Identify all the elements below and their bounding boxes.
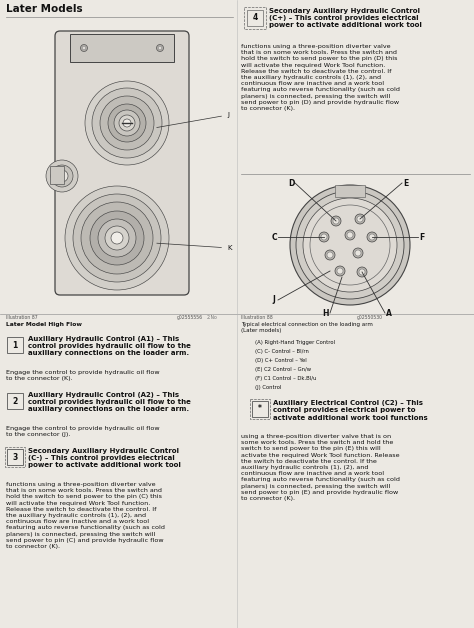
Bar xyxy=(50,166,64,184)
Circle shape xyxy=(85,81,169,165)
Circle shape xyxy=(345,230,355,240)
Circle shape xyxy=(353,248,363,258)
Text: H: H xyxy=(323,308,329,318)
Circle shape xyxy=(123,119,131,127)
Text: F: F xyxy=(419,232,425,242)
Circle shape xyxy=(100,96,154,150)
Circle shape xyxy=(111,232,123,244)
Text: Auxiliary Hydraulic Control (A2) – This
control provides hydraulic oil flow to t: Auxiliary Hydraulic Control (A2) – This … xyxy=(28,392,191,413)
Text: E: E xyxy=(403,178,409,188)
Text: 3: 3 xyxy=(12,453,18,462)
Text: 4: 4 xyxy=(252,13,258,23)
Circle shape xyxy=(319,232,329,242)
Circle shape xyxy=(290,185,410,305)
Text: 2: 2 xyxy=(12,396,18,406)
Circle shape xyxy=(347,232,353,238)
Circle shape xyxy=(51,165,73,187)
Circle shape xyxy=(156,45,164,51)
Text: (E) C2 Control – Gn/w: (E) C2 Control – Gn/w xyxy=(255,367,311,372)
Circle shape xyxy=(359,269,365,275)
Text: Later Models: Later Models xyxy=(6,4,82,14)
FancyBboxPatch shape xyxy=(55,31,189,295)
Text: J: J xyxy=(273,296,275,305)
FancyBboxPatch shape xyxy=(252,401,268,417)
Circle shape xyxy=(119,115,135,131)
Circle shape xyxy=(369,234,375,240)
Text: J: J xyxy=(157,112,229,127)
Circle shape xyxy=(81,202,153,274)
Text: Typical electrical connection on the loading arm
(Later models): Typical electrical connection on the loa… xyxy=(241,322,373,333)
Text: functions using a three-position diverter valve
that is on some work tools. Pres: functions using a three-position diverte… xyxy=(6,482,165,549)
Circle shape xyxy=(367,232,377,242)
FancyBboxPatch shape xyxy=(7,393,23,409)
Circle shape xyxy=(46,160,78,192)
Circle shape xyxy=(108,104,146,142)
Circle shape xyxy=(327,252,333,258)
Text: Secondary Auxiliary Hydraulic Control
(C+) – This control provides electrical
po: Secondary Auxiliary Hydraulic Control (C… xyxy=(269,8,422,28)
FancyBboxPatch shape xyxy=(70,34,174,62)
Circle shape xyxy=(81,45,88,51)
Circle shape xyxy=(105,226,129,250)
Circle shape xyxy=(114,110,140,136)
Circle shape xyxy=(335,266,345,276)
Circle shape xyxy=(65,186,169,290)
Text: Illustration 87: Illustration 87 xyxy=(6,315,38,320)
Circle shape xyxy=(73,194,161,282)
Text: using a three-position diverter valve that is on
some work tools. Press the swit: using a three-position diverter valve th… xyxy=(241,434,400,501)
Text: Secondary Auxiliary Hydraulic Control
(C-) – This control provides electrical
po: Secondary Auxiliary Hydraulic Control (C… xyxy=(28,448,181,468)
Circle shape xyxy=(296,191,404,299)
Text: Illustration 88: Illustration 88 xyxy=(241,315,273,320)
Circle shape xyxy=(158,46,162,50)
Circle shape xyxy=(325,250,335,260)
Circle shape xyxy=(357,267,367,277)
Text: (J) Control: (J) Control xyxy=(255,385,282,390)
Text: Later Model High Flow: Later Model High Flow xyxy=(6,322,82,327)
Text: *: * xyxy=(258,404,262,413)
Text: (D) C+ Control – Yel: (D) C+ Control – Yel xyxy=(255,358,307,363)
Circle shape xyxy=(333,218,339,224)
Text: A: A xyxy=(386,308,392,318)
Text: D: D xyxy=(288,178,294,188)
Text: C: C xyxy=(271,232,277,242)
FancyBboxPatch shape xyxy=(7,337,23,353)
Text: (A) Right-Hand Trigger Control: (A) Right-Hand Trigger Control xyxy=(255,340,335,345)
Circle shape xyxy=(355,250,361,256)
Text: functions using a three-position diverter valve
that is on some work tools. Pres: functions using a three-position diverte… xyxy=(241,44,400,111)
Circle shape xyxy=(56,170,68,182)
Text: g02555556: g02555556 xyxy=(177,315,203,320)
FancyBboxPatch shape xyxy=(247,10,263,26)
Circle shape xyxy=(321,234,327,240)
Circle shape xyxy=(357,216,363,222)
FancyBboxPatch shape xyxy=(7,449,23,465)
Circle shape xyxy=(310,205,390,285)
Circle shape xyxy=(337,268,343,274)
Text: Engage the control to provide hydraulic oil flow
to the connector (K).: Engage the control to provide hydraulic … xyxy=(6,370,160,381)
Text: Auxiliary Hydraulic Control (A1) – This
control provides hydraulic oil flow to t: Auxiliary Hydraulic Control (A1) – This … xyxy=(28,336,191,357)
FancyBboxPatch shape xyxy=(335,185,365,197)
Text: Engage the control to provide hydraulic oil flow
to the connector (J).: Engage the control to provide hydraulic … xyxy=(6,426,160,437)
Circle shape xyxy=(303,198,397,292)
Circle shape xyxy=(355,214,365,224)
Text: g02550530: g02550530 xyxy=(357,315,383,320)
Text: Auxiliary Electrical Control (C2) – This
control provides electrical power to
ac: Auxiliary Electrical Control (C2) – This… xyxy=(273,400,428,421)
Text: (F) C1 Control – Dk.Bl/u: (F) C1 Control – Dk.Bl/u xyxy=(255,376,316,381)
Circle shape xyxy=(331,216,341,226)
Circle shape xyxy=(98,219,136,257)
Text: (C) C- Control – Bl/rn: (C) C- Control – Bl/rn xyxy=(255,349,309,354)
Text: K: K xyxy=(157,243,231,251)
Text: 1: 1 xyxy=(12,340,18,350)
Text: 2.No: 2.No xyxy=(207,315,218,320)
Circle shape xyxy=(90,211,144,265)
Circle shape xyxy=(92,88,162,158)
Circle shape xyxy=(82,46,86,50)
